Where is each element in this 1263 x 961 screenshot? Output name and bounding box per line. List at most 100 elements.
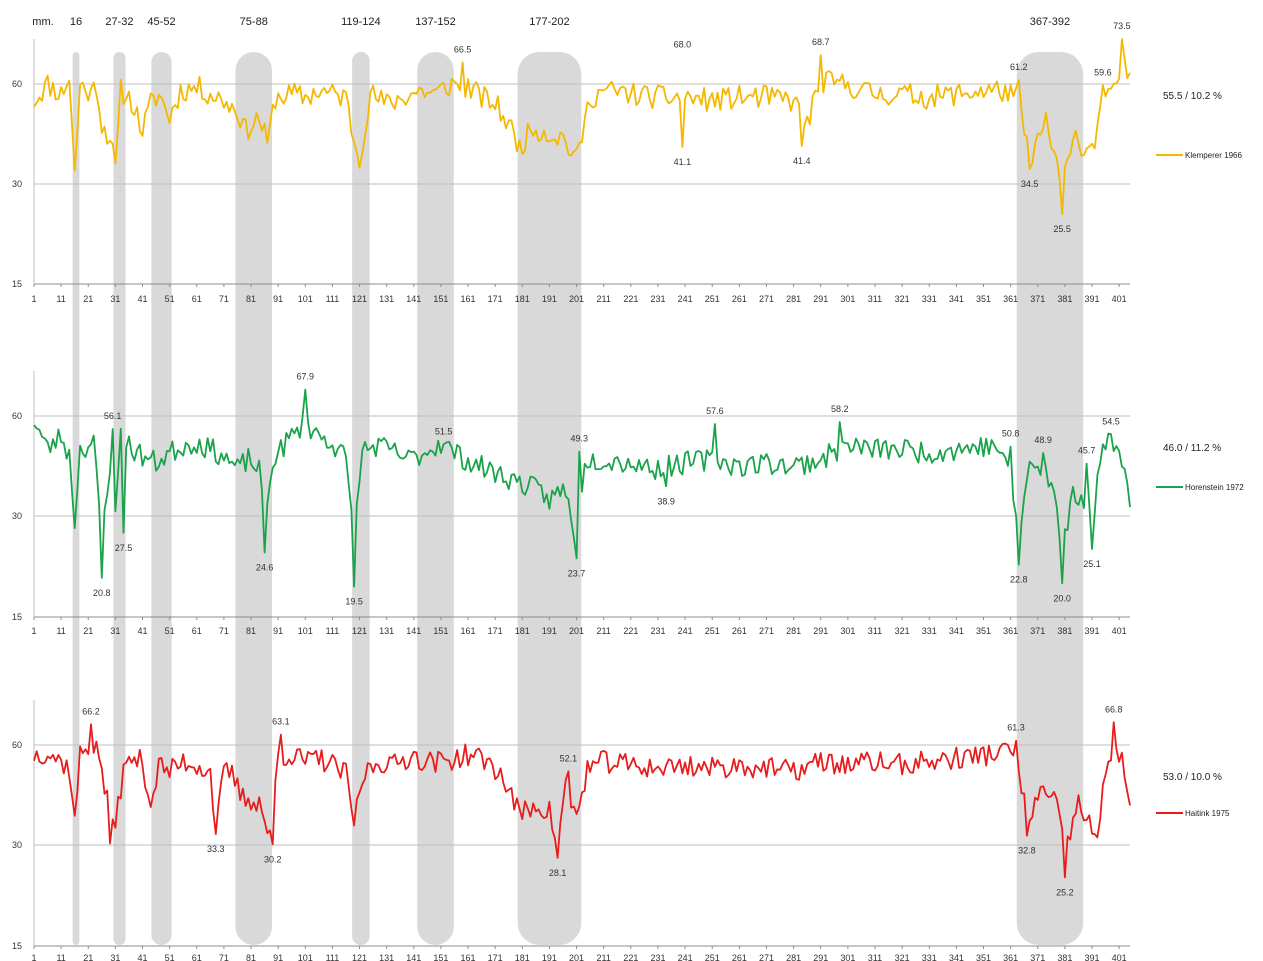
x-tick-label: 101 (298, 294, 313, 304)
x-tick-label: 301 (840, 626, 855, 636)
data-label: 51.5 (435, 426, 453, 436)
x-tick-label: 181 (515, 953, 530, 961)
x-tick-label: 151 (433, 294, 448, 304)
x-tick-label: 311 (868, 626, 882, 636)
data-label: 28.1 (549, 868, 567, 878)
data-label: 25.5 (1053, 224, 1071, 234)
x-tick-label: 41 (138, 953, 148, 961)
x-tick-label: 191 (542, 953, 557, 961)
x-tick-label: 391 (1085, 626, 1100, 636)
x-tick-label: 321 (895, 294, 910, 304)
data-label: 38.9 (657, 496, 675, 506)
x-tick-label: 261 (732, 953, 747, 961)
x-tick-label: 261 (732, 626, 747, 636)
data-label: 68.7 (812, 37, 830, 47)
x-tick-label: 361 (1003, 626, 1018, 636)
x-tick-label: 281 (786, 626, 801, 636)
x-tick-label: 61 (192, 626, 202, 636)
x-tick-label: 81 (246, 953, 256, 961)
x-tick-label: 241 (678, 626, 693, 636)
x-tick-label: 191 (542, 626, 557, 636)
data-label: 67.9 (297, 372, 315, 382)
x-tick-label: 121 (352, 953, 367, 961)
section-band-367-392 (1016, 52, 1084, 945)
x-tick-label: 221 (623, 626, 638, 636)
x-tick-label: 381 (1057, 626, 1072, 636)
x-tick-label: 71 (219, 953, 229, 961)
data-label: 34.5 (1021, 179, 1039, 189)
y-tick-label: 60 (12, 79, 22, 89)
x-tick-label: 381 (1057, 953, 1072, 961)
x-tick-label: 341 (949, 626, 964, 636)
x-tick-label: 171 (488, 626, 503, 636)
x-tick-label: 51 (165, 626, 175, 636)
x-tick-label: 351 (976, 294, 991, 304)
series-line-haitink-1975 (33, 721, 1131, 879)
data-label: 63.1 (272, 717, 290, 727)
y-tick-label: 30 (12, 511, 22, 521)
x-tick-label: 201 (569, 294, 584, 304)
x-tick-label: 111 (326, 626, 340, 636)
x-tick-label: 231 (650, 626, 665, 636)
x-tick-label: 271 (759, 626, 774, 636)
x-tick-label: 31 (110, 953, 120, 961)
data-label: 24.6 (256, 562, 274, 572)
x-tick-label: 211 (597, 953, 611, 961)
x-tick-label: 21 (83, 626, 93, 636)
x-tick-label: 251 (705, 294, 720, 304)
x-tick-label: 131 (379, 626, 394, 636)
y-tick-label: 60 (12, 740, 22, 750)
x-tick-label: 21 (83, 953, 93, 961)
x-tick-label: 371 (1030, 626, 1045, 636)
x-tick-label: 391 (1085, 294, 1100, 304)
x-tick-label: 81 (246, 294, 256, 304)
x-tick-label: 371 (1030, 294, 1045, 304)
x-tick-label: 351 (976, 953, 991, 961)
x-tick-label: 181 (515, 294, 530, 304)
data-label: 56.1 (104, 411, 122, 421)
x-tick-label: 141 (406, 294, 421, 304)
x-tick-label: 131 (379, 294, 394, 304)
section-label-137-152: 137-152 (415, 16, 455, 28)
data-label: 59.6 (1094, 67, 1112, 77)
x-tick-label: 101 (298, 626, 313, 636)
x-tick-label: 361 (1003, 294, 1018, 304)
x-tick-label: 331 (922, 953, 937, 961)
legend-label: Haitink 1975 (1185, 809, 1230, 818)
x-tick-label: 231 (650, 294, 665, 304)
x-tick-label: 91 (273, 294, 283, 304)
x-tick-label: 271 (759, 953, 774, 961)
y-tick-label: 15 (12, 612, 22, 622)
x-tick-label: 121 (352, 626, 367, 636)
x-tick-label: 231 (650, 953, 665, 961)
x-tick-label: 131 (379, 953, 394, 961)
x-tick-label: 361 (1003, 953, 1018, 961)
series-line-klemperer-1966 (33, 38, 1131, 215)
section-label-16: 16 (70, 16, 82, 28)
data-label: 19.5 (345, 597, 363, 607)
x-tick-label: 161 (461, 294, 476, 304)
x-tick-label: 201 (569, 626, 584, 636)
x-tick-label: 381 (1057, 294, 1072, 304)
data-label: 61.3 (1007, 723, 1025, 733)
x-tick-label: 211 (597, 294, 611, 304)
x-tick-label: 11 (56, 626, 65, 636)
x-tick-label: 91 (273, 953, 283, 961)
section-label-119-124: 119-124 (341, 16, 381, 28)
data-label: 41.1 (674, 157, 692, 167)
x-tick-label: 321 (895, 626, 910, 636)
data-label: 49.3 (571, 434, 589, 444)
x-tick-label: 101 (298, 953, 313, 961)
data-label: 22.8 (1010, 574, 1028, 584)
x-tick-label: 11 (56, 953, 65, 961)
section-label-45-52: 45-52 (147, 16, 175, 28)
data-label: 68.0 (674, 39, 692, 49)
x-tick-label: 201 (569, 953, 584, 961)
x-tick-label: 341 (949, 953, 964, 961)
data-label: 58.2 (831, 404, 849, 414)
sections-label: mm. (32, 16, 53, 28)
x-tick-label: 141 (406, 953, 421, 961)
section-band-45-52 (151, 52, 172, 945)
section-label-367-392: 367-392 (1030, 16, 1070, 28)
